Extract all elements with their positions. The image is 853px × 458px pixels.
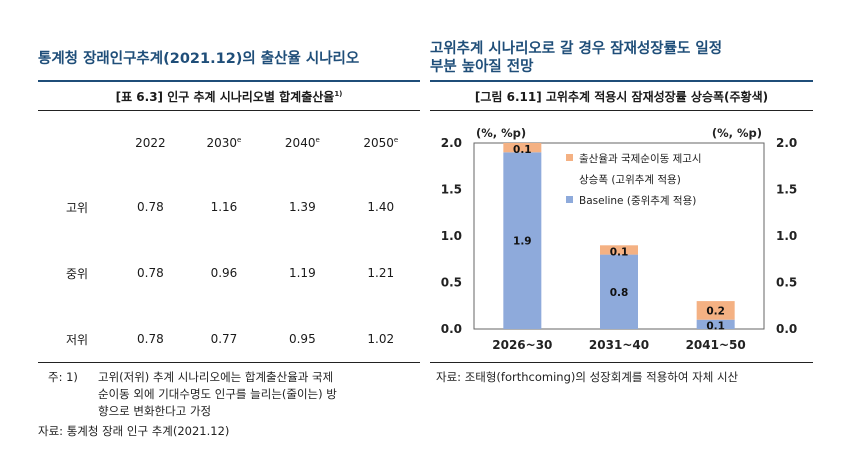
y-tick-label-right: 2.0	[776, 136, 797, 150]
legend-label: 출산율과 국제순이동 제고시	[579, 153, 702, 165]
legend-label: 상승폭 (고위추계 적용)	[579, 173, 681, 186]
note-line: 고위(저위) 추계 시나리오에는 합계출산율과 국제	[98, 370, 334, 384]
bar-baseline	[503, 152, 542, 329]
x-tick-label: 2031~40	[589, 338, 649, 352]
y-tick-label-left: 1.0	[441, 229, 462, 243]
right-heading-line: 고위추계 시나리오로 갈 경우 잠재성장률도 일정	[430, 41, 723, 57]
y-tick-label-left: 2.0	[441, 136, 462, 150]
bar-value-label: 0.8	[610, 287, 629, 299]
legend-label: Baseline (중위추계 적용)	[579, 194, 696, 207]
bar-value-label: 1.9	[513, 236, 532, 248]
row-label: 고위	[65, 200, 89, 215]
bar-increase	[600, 245, 638, 255]
right-source: 자료: 조태형(forthcoming)의 성장회계를 적용하여 자체 시산	[436, 370, 739, 384]
row-label: 중위	[65, 266, 89, 281]
left-source: 자료: 통계청 장래 인구 추계(2021.12)	[38, 424, 230, 438]
left-heading-rule	[38, 80, 420, 82]
y-tick-label-left: 0.5	[441, 276, 462, 290]
table-title-text: [표 6.3] 인구 추계 시나리오별 합계출산율	[115, 90, 335, 104]
table-row: 중위 0.78 0.96 1.19 1.21	[38, 240, 420, 306]
y-tick-label-right: 0.0	[776, 322, 797, 336]
bar-increase	[503, 143, 542, 153]
table-cell: 1.40	[367, 200, 395, 214]
table-note: 고위(저위) 추계 시나리오에는 합계출산율과 국제 순이동 외에 기대수명도 …	[98, 369, 424, 420]
table-cell: 0.78	[137, 200, 164, 214]
y-tick-label-left: 0.0	[441, 322, 462, 336]
bar-value-label: 0.1	[706, 321, 725, 333]
figure-title: [그림 6.11] 고위추계 적용시 잠재성장률 상승폭(주황색)	[474, 90, 769, 104]
table-col-header: 2030e	[206, 136, 242, 150]
bar-increase	[696, 301, 735, 320]
table-cell: 1.39	[288, 200, 316, 214]
x-tick-label: 2041~50	[686, 338, 746, 352]
y-tick-label-right: 1.0	[776, 229, 797, 243]
table-row: 고위 0.78 1.16 1.39 1.40	[38, 174, 420, 240]
table-col-header: 2022	[135, 136, 166, 150]
legend-swatch-increase	[566, 154, 573, 161]
table-cell: 0.95	[288, 332, 316, 346]
table-cell: 1.21	[367, 266, 395, 280]
y-axis-unit-right: (%, %p)	[712, 126, 762, 140]
note-line: 순이동 외에 기대수명도 인구를 늘리는(줄이는) 방	[98, 387, 337, 401]
table-title-footnote-mark: 1)	[334, 90, 343, 98]
left-heading: 통계청 장래인구추계(2021.12)의 출산율 시나리오	[38, 51, 360, 67]
fertility-table: 2022 2030e 2040e 2050e 고위 0.78 1.16 1.39…	[38, 112, 420, 372]
right-heading-line: 부분 높아질 전망	[430, 59, 534, 75]
table-cell: 0.77	[210, 332, 238, 346]
table-col-header: 2040e	[284, 136, 320, 150]
table-cell: 1.16	[210, 200, 238, 214]
bar-value-label: 0.1	[513, 144, 532, 156]
table-top-rule	[38, 110, 420, 111]
row-label: 저위	[65, 332, 89, 347]
table-cell: 0.96	[210, 266, 238, 280]
y-axis-unit-left: (%, %p)	[476, 126, 526, 140]
bar-value-label: 0.2	[706, 305, 725, 317]
table-header-row: 2022 2030e 2040e 2050e	[38, 112, 420, 174]
table-col-header: 2050e	[363, 136, 399, 150]
note-prefix: 주: 1)	[48, 370, 78, 384]
x-tick-label: 2026~30	[492, 338, 552, 352]
figure-top-rule	[430, 110, 813, 111]
y-tick-label-right: 0.5	[776, 276, 797, 290]
table-cell: 0.78	[137, 332, 164, 346]
bar-value-label: 0.1	[610, 246, 629, 258]
table-cell: 1.02	[367, 332, 395, 346]
figure-bottom-rule	[430, 362, 813, 363]
table-cell: 0.78	[137, 266, 164, 280]
y-tick-label-right: 1.5	[776, 183, 797, 197]
bar-baseline	[600, 254, 638, 329]
right-heading: 고위추계 시나리오로 갈 경우 잠재성장률도 일정 부분 높아질 전망	[430, 40, 722, 76]
table-title: [표 6.3] 인구 추계 시나리오별 합계출산율1)	[38, 88, 420, 105]
bar-baseline	[696, 319, 735, 329]
legend-swatch-baseline	[566, 196, 573, 203]
note-line: 향으로 변화한다고 가정	[98, 404, 212, 418]
y-tick-label-left: 1.5	[441, 183, 462, 197]
table-bottom-rule	[38, 362, 420, 363]
table-cell: 1.19	[288, 266, 316, 280]
table-row: 저위 0.78 0.77 0.95 1.02	[38, 306, 420, 372]
right-heading-rule	[430, 80, 813, 82]
